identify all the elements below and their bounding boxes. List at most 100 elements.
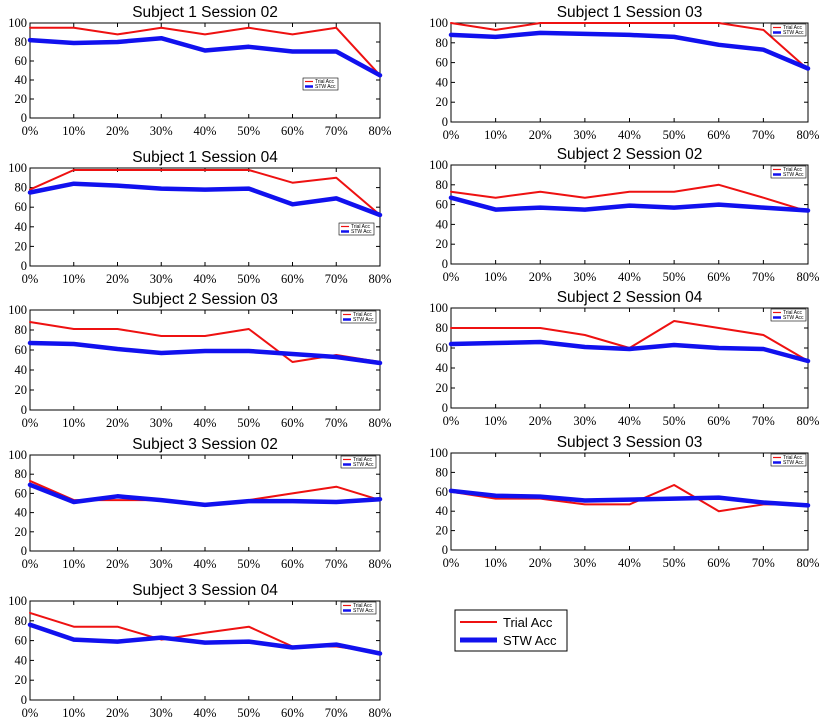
y-tick-label: 60 — [436, 341, 449, 355]
x-tick-label: 10% — [62, 124, 85, 138]
y-tick-label: 100 — [429, 158, 448, 172]
y-tick-label: 80 — [15, 181, 28, 195]
y-tick-label: 80 — [436, 465, 449, 479]
x-tick-label: 50% — [237, 272, 260, 286]
x-tick-label: 0% — [22, 416, 39, 430]
x-tick-label: 30% — [150, 272, 173, 286]
x-tick-label: 40% — [618, 556, 641, 570]
x-tick-label: 70% — [752, 556, 775, 570]
axes-box — [29, 600, 381, 701]
mini-legend-trial-label: Trial Acc — [351, 224, 370, 230]
x-tick-label: 40% — [618, 270, 641, 284]
x-tick-label: 0% — [22, 706, 39, 719]
y-tick-label: 40 — [15, 653, 28, 667]
chart-panel-7: Subject 3 Session 02 0% 10% 20% 30% 40% 50% 60%… — [8, 436, 391, 571]
x-tick-label: 10% — [484, 556, 507, 570]
x-tick-label: 80% — [797, 556, 820, 570]
x-tick-label: 0% — [22, 557, 39, 571]
y-tick-label: 40 — [15, 363, 28, 377]
chart-title: Subject 2 Session 04 — [557, 289, 703, 306]
x-tick-label: 30% — [150, 416, 173, 430]
x-tick-label: 50% — [663, 414, 686, 428]
x-tick-label: 70% — [325, 124, 348, 138]
x-tick-label: 50% — [237, 416, 260, 430]
y-tick-label: 40 — [15, 73, 28, 87]
chart-title: Subject 2 Session 03 — [132, 291, 278, 308]
chart-title: Subject 3 Session 03 — [557, 434, 703, 451]
series-line-trial — [450, 183, 809, 213]
x-tick-label: 30% — [150, 706, 173, 719]
series-line-trial — [29, 26, 381, 77]
x-tick-label: 50% — [237, 124, 260, 138]
x-tick-label: 70% — [752, 414, 775, 428]
y-tick-label: 40 — [436, 75, 449, 89]
x-tick-label: 10% — [62, 272, 85, 286]
x-tick-label: 80% — [369, 416, 392, 430]
x-tick-label: 80% — [797, 128, 820, 142]
axes-box — [29, 22, 381, 119]
x-tick-label: 70% — [325, 706, 348, 719]
mini-legend-stw-label: STW Acc — [783, 315, 804, 321]
y-tick-label: 40 — [15, 220, 28, 234]
x-tick-label: 0% — [443, 414, 460, 428]
x-tick-label: 40% — [194, 557, 217, 571]
axes-box — [29, 309, 381, 411]
mini-legend-stw-label: STW Acc — [783, 460, 804, 466]
x-tick-label: 60% — [281, 416, 304, 430]
y-tick-label: 60 — [15, 54, 28, 68]
x-tick-label: 0% — [22, 124, 39, 138]
x-tick-label: 70% — [325, 272, 348, 286]
y-tick-label: 60 — [15, 200, 28, 214]
series-line-trial — [29, 169, 381, 216]
x-tick-label: 50% — [663, 128, 686, 142]
x-tick-label: 50% — [237, 706, 260, 719]
y-tick-label: 60 — [15, 343, 28, 357]
x-tick-label: 30% — [150, 124, 173, 138]
x-tick-label: 80% — [369, 272, 392, 286]
y-tick-label: 40 — [15, 506, 28, 520]
y-tick-label: 0 — [442, 115, 448, 129]
x-tick-label: 20% — [106, 706, 129, 719]
y-tick-label: 60 — [436, 198, 449, 212]
y-tick-label: 0 — [442, 543, 448, 557]
y-tick-label: 0 — [21, 403, 27, 417]
y-tick-label: 100 — [8, 16, 27, 30]
x-tick-label: 10% — [62, 557, 85, 571]
y-tick-label: 100 — [8, 594, 27, 608]
y-tick-label: 0 — [21, 544, 27, 558]
chart-title: Subject 1 Session 04 — [132, 149, 278, 166]
mini-legend-stw-label: STW Acc — [783, 172, 804, 178]
mini-legend-stw-label: STW Acc — [351, 229, 372, 235]
x-tick-label: 40% — [194, 124, 217, 138]
x-tick-label: 30% — [150, 557, 173, 571]
mini-legend-stw-label: STW Acc — [783, 30, 804, 36]
y-tick-label: 40 — [436, 217, 449, 231]
chart-panel-9: Subject 3 Session 04 0% 10% 20% 30% 40% 50% 60%… — [8, 582, 391, 719]
x-tick-label: 10% — [484, 414, 507, 428]
axes-box — [450, 307, 809, 409]
y-tick-label: 60 — [15, 486, 28, 500]
x-tick-label: 20% — [106, 416, 129, 430]
x-tick-label: 40% — [194, 272, 217, 286]
x-tick-label: 70% — [325, 416, 348, 430]
series-line-trial — [450, 22, 809, 71]
y-tick-label: 80 — [436, 36, 449, 50]
x-tick-label: 20% — [106, 124, 129, 138]
y-tick-label: 20 — [15, 383, 28, 397]
y-tick-label: 0 — [442, 401, 448, 415]
chart-panel-4: Subject 2 Session 02 0% 10% 20% 30% 40% 50% 60%… — [429, 146, 819, 284]
mini-legend-stw-label: STW Acc — [315, 84, 336, 90]
chart-title: Subject 3 Session 02 — [132, 436, 278, 453]
x-tick-label: 0% — [443, 270, 460, 284]
series-line-stw — [27, 482, 383, 508]
mini-legend-stw-label: STW Acc — [353, 462, 374, 468]
figure-legend-box — [454, 609, 568, 652]
chart-title: Subject 1 Session 03 — [557, 4, 703, 21]
y-tick-label: 80 — [436, 321, 449, 335]
figure-legend: Trial Acc STW Acc — [454, 609, 568, 652]
